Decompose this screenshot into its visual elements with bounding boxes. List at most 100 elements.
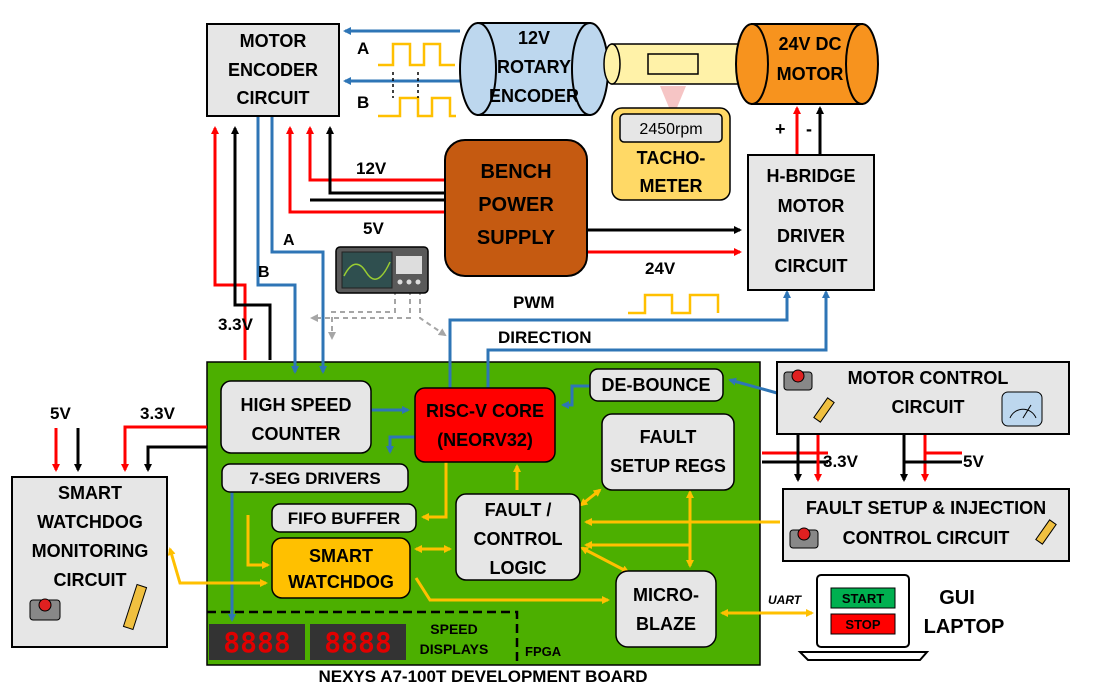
high-speed-counter: HIGH SPEED COUNTER xyxy=(220,380,372,454)
fault-control-logic: FAULT / CONTROL LOGIC xyxy=(455,493,581,581)
svg-text:CONTROL CIRCUIT: CONTROL CIRCUIT xyxy=(843,528,1010,548)
board-label: NEXYS A7-100T DEVELOPMENT BOARD xyxy=(318,667,647,686)
label-5v-top: 5V xyxy=(363,219,384,238)
label-b-top: B xyxy=(357,93,369,112)
label-direction: DIRECTION xyxy=(498,328,592,347)
svg-text:RISC-V CORE: RISC-V CORE xyxy=(426,401,544,421)
coupling-shaft xyxy=(603,43,745,110)
label-3v3-monitor: 3.3V xyxy=(140,404,176,423)
label-uart: UART xyxy=(768,593,803,607)
svg-text:SMART: SMART xyxy=(309,546,373,566)
dc-motor: 24V DC MOTOR xyxy=(735,23,879,105)
start-button[interactable]: START xyxy=(830,587,896,609)
svg-text:SPEED: SPEED xyxy=(430,621,477,637)
rotary-encoder: 12V ROTARY ENCODER xyxy=(459,22,609,116)
fault-injection-circuit: FAULT SETUP & INJECTION CONTROL CIRCUIT xyxy=(782,488,1070,562)
fpga-label: FPGA xyxy=(525,644,562,659)
svg-text:12V: 12V xyxy=(518,28,550,48)
bench-power-supply: BENCH POWER SUPPLY xyxy=(444,139,588,277)
seven-seg-drivers: 7-SEG DRIVERS xyxy=(221,463,409,493)
svg-text:CIRCUIT: CIRCUIT xyxy=(237,88,310,108)
svg-text:CONTROL: CONTROL xyxy=(474,529,563,549)
svg-text:8888: 8888 xyxy=(223,626,290,659)
smart-watchdog: SMART WATCHDOG xyxy=(271,537,411,599)
svg-text:DRIVER: DRIVER xyxy=(777,226,845,246)
pushbutton-icon xyxy=(783,369,813,391)
svg-text:MOTOR: MOTOR xyxy=(777,64,844,84)
svg-text:MICRO-: MICRO- xyxy=(633,585,699,605)
tacho-reading: 2450rpm xyxy=(639,121,702,138)
potentiometer-icon xyxy=(813,397,835,423)
label-24v: 24V xyxy=(645,259,676,278)
svg-text:TACHO-: TACHO- xyxy=(637,148,706,168)
label-5v-monitor: 5V xyxy=(50,404,71,423)
speed-displays: 8888 8888 SPEED DISPLAYS xyxy=(209,621,488,660)
label-a: A xyxy=(283,232,295,249)
pushbutton-icon xyxy=(789,527,819,549)
riscv-core: RISC-V CORE (NEORV32) xyxy=(414,387,556,463)
svg-text:24V DC: 24V DC xyxy=(778,34,841,54)
svg-text:MOTOR: MOTOR xyxy=(778,196,845,216)
svg-text:ENCODER: ENCODER xyxy=(228,60,318,80)
microblaze: MICRO- BLAZE xyxy=(615,570,717,648)
debounce: DE-BOUNCE xyxy=(589,368,724,402)
svg-text:MONITORING: MONITORING xyxy=(32,541,149,561)
label-3v3-left: 3.3V xyxy=(218,315,254,334)
label-12v: 12V xyxy=(356,159,387,178)
svg-text:H-BRIDGE: H-BRIDGE xyxy=(767,166,856,186)
svg-text:POWER: POWER xyxy=(478,194,554,216)
label-3v3-right: 3.3V xyxy=(823,452,859,471)
stop-button[interactable]: STOP xyxy=(830,613,896,635)
svg-text:FAULT /: FAULT / xyxy=(485,500,552,520)
svg-text:ENCODER: ENCODER xyxy=(489,86,579,106)
label-5v-right: 5V xyxy=(963,452,984,471)
svg-text:WATCHDOG: WATCHDOG xyxy=(37,512,143,532)
svg-text:SETUP REGS: SETUP REGS xyxy=(610,456,726,476)
svg-text:CIRCUIT: CIRCUIT xyxy=(892,397,965,417)
svg-text:START: START xyxy=(842,591,884,606)
svg-text:CIRCUIT: CIRCUIT xyxy=(54,570,127,590)
hbridge-driver: H-BRIDGE MOTOR DRIVER CIRCUIT xyxy=(747,154,875,291)
svg-text:DISPLAYS: DISPLAYS xyxy=(420,641,489,657)
oscilloscope-icon xyxy=(335,246,429,294)
svg-text:8888: 8888 xyxy=(324,626,391,659)
potentiometer-icon xyxy=(1035,519,1057,545)
motor-control-circuit: MOTOR CONTROL CIRCUIT xyxy=(776,361,1070,435)
watchdog-monitoring-circuit: SMART WATCHDOG MONITORING CIRCUIT xyxy=(11,476,168,648)
fault-setup-regs: FAULT SETUP REGS xyxy=(601,413,735,491)
svg-text:COUNTER: COUNTER xyxy=(252,424,341,444)
svg-text:FAULT SETUP & INJECTION: FAULT SETUP & INJECTION xyxy=(806,498,1046,518)
label-a-top: A xyxy=(357,39,369,58)
label-minus: - xyxy=(806,119,812,139)
svg-text:GUI: GUI xyxy=(939,587,975,609)
svg-text:CIRCUIT: CIRCUIT xyxy=(775,256,848,276)
label-plus: + xyxy=(775,119,786,139)
svg-text:STOP: STOP xyxy=(845,617,880,632)
led-icon xyxy=(122,583,148,631)
pushbutton-icon xyxy=(29,598,61,621)
label-b: B xyxy=(258,264,270,281)
tachometer: 2450rpm TACHO- METER xyxy=(611,107,731,201)
svg-text:WATCHDOG: WATCHDOG xyxy=(288,572,394,592)
svg-text:METER: METER xyxy=(640,176,703,196)
svg-text:LOGIC: LOGIC xyxy=(490,558,547,578)
svg-text:FIFO BUFFER: FIFO BUFFER xyxy=(288,509,400,528)
svg-text:FAULT: FAULT xyxy=(640,427,697,447)
label-pwm: PWM xyxy=(513,293,555,312)
fifo-buffer: FIFO BUFFER xyxy=(271,503,417,533)
svg-text:ROTARY: ROTARY xyxy=(497,57,571,77)
svg-text:(NEORV32): (NEORV32) xyxy=(437,430,533,450)
svg-text:7-SEG DRIVERS: 7-SEG DRIVERS xyxy=(249,469,380,488)
svg-text:DE-BOUNCE: DE-BOUNCE xyxy=(601,375,710,395)
fpga-divider xyxy=(207,610,519,665)
svg-text:MOTOR CONTROL: MOTOR CONTROL xyxy=(848,368,1009,388)
svg-text:LAPTOP: LAPTOP xyxy=(924,616,1005,638)
svg-text:HIGH SPEED: HIGH SPEED xyxy=(240,395,351,415)
svg-text:SMART: SMART xyxy=(58,483,122,503)
motor-encoder-circuit: MOTOR ENCODER CIRCUIT xyxy=(206,23,340,117)
gauge-icon xyxy=(1001,391,1043,427)
svg-text:BENCH: BENCH xyxy=(480,161,551,183)
gui-laptop: START STOP GUI LAPTOP xyxy=(797,574,1005,661)
svg-text:SUPPLY: SUPPLY xyxy=(477,227,556,249)
